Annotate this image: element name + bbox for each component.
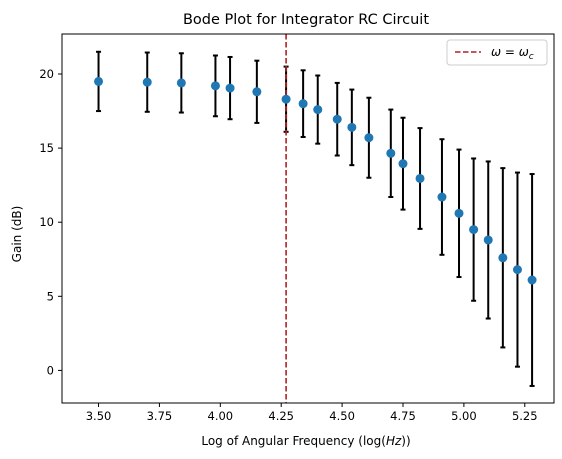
data-point bbox=[225, 83, 235, 93]
x-axis-label: Log of Angular Frequency (log(Hz)) bbox=[201, 434, 410, 448]
y-tick-label: 10 bbox=[39, 215, 54, 229]
data-point bbox=[498, 253, 508, 263]
data-point bbox=[437, 192, 447, 202]
data-point bbox=[469, 225, 479, 235]
data-point bbox=[313, 105, 323, 115]
data-point bbox=[483, 235, 493, 245]
x-tick-label: 5.25 bbox=[512, 409, 538, 423]
x-tick-label: 5.00 bbox=[451, 409, 477, 423]
y-tick-label: 0 bbox=[47, 363, 54, 377]
legend-label: ω = ωc bbox=[491, 45, 534, 62]
legend: ω = ωc bbox=[446, 39, 548, 66]
data-point bbox=[94, 76, 104, 86]
data-point bbox=[364, 133, 374, 143]
data-point bbox=[142, 77, 152, 87]
plot-frame bbox=[61, 33, 555, 404]
x-tick-label: 4.75 bbox=[390, 409, 416, 423]
data-point bbox=[210, 81, 220, 91]
y-tick-label: 5 bbox=[47, 289, 54, 303]
x-tick-label: 3.75 bbox=[147, 409, 173, 423]
y-axis-label: Gain (dB) bbox=[10, 206, 24, 263]
data-point bbox=[347, 122, 357, 132]
data-point bbox=[512, 265, 522, 275]
data-point bbox=[415, 173, 425, 183]
axes: 3.50 3.75 4.00 4.25 4.50 4.75 5.00 5.25 0 5 10 15 20 bbox=[39, 33, 555, 423]
x-tick-label: 4.00 bbox=[208, 409, 234, 423]
data-point bbox=[398, 159, 408, 169]
x-tick-label: 3.50 bbox=[86, 409, 112, 423]
y-tick-label: 20 bbox=[39, 67, 54, 81]
data-point bbox=[527, 275, 537, 285]
y-tick-label: 15 bbox=[39, 141, 54, 155]
x-tick-label: 4.25 bbox=[268, 409, 294, 423]
legend-box bbox=[446, 39, 548, 66]
data-point bbox=[454, 208, 464, 218]
data-point bbox=[252, 87, 262, 97]
data-point bbox=[281, 94, 291, 104]
data-point bbox=[176, 78, 186, 88]
data-point bbox=[332, 114, 342, 124]
x-tick-label: 4.50 bbox=[329, 409, 355, 423]
plot-area bbox=[94, 34, 537, 403]
data-point bbox=[298, 99, 308, 109]
chart-title: Bode Plot for Integrator RC Circuit bbox=[183, 12, 429, 28]
data-point bbox=[386, 148, 396, 158]
